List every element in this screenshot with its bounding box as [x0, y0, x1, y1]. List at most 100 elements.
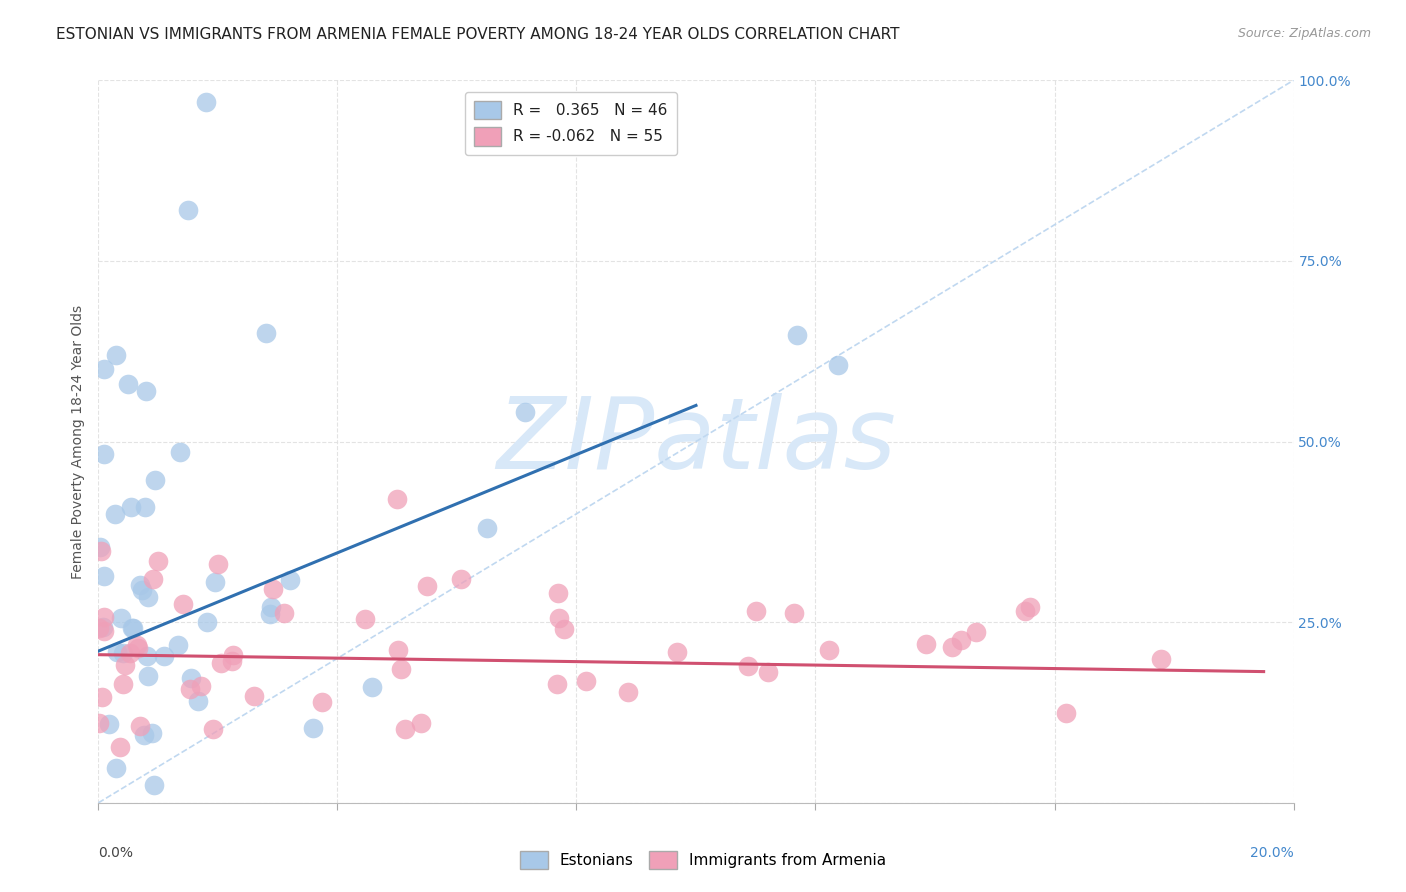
- Point: [131, 582, 153, 597]
- Point: [179, 682, 201, 697]
- Point: [89, 540, 111, 554]
- Point: [416, 579, 439, 593]
- Point: [1054, 706, 1077, 720]
- Point: [117, 376, 139, 391]
- Point: [93, 362, 115, 376]
- Point: [1150, 652, 1173, 666]
- Point: [195, 615, 218, 629]
- Point: [142, 778, 165, 792]
- Point: [121, 621, 143, 635]
- Point: [104, 508, 127, 522]
- Point: [153, 648, 176, 663]
- Point: [180, 672, 202, 686]
- Point: [783, 606, 806, 620]
- Point: [127, 641, 149, 656]
- Point: [148, 554, 170, 568]
- Point: [91, 620, 114, 634]
- Point: [111, 646, 134, 660]
- Point: [361, 680, 384, 694]
- Point: [97, 717, 120, 731]
- Y-axis label: Female Poverty Among 18-24 Year Olds: Female Poverty Among 18-24 Year Olds: [70, 304, 84, 579]
- Point: [260, 600, 283, 615]
- Point: [547, 586, 569, 600]
- Point: [114, 658, 136, 673]
- Point: [786, 328, 808, 343]
- Point: [105, 645, 128, 659]
- Point: [90, 544, 112, 558]
- Point: [202, 723, 225, 737]
- Point: [142, 573, 165, 587]
- Point: [273, 606, 295, 620]
- Point: [211, 657, 233, 671]
- Point: [190, 679, 212, 693]
- Point: [89, 621, 111, 635]
- Point: [243, 689, 266, 703]
- Point: [129, 719, 152, 733]
- Point: [135, 384, 157, 398]
- Point: [389, 663, 412, 677]
- Point: [120, 500, 142, 515]
- Point: [136, 669, 159, 683]
- Legend: R =   0.365   N = 46, R = -0.062   N = 55: R = 0.365 N = 46, R = -0.062 N = 55: [464, 92, 678, 155]
- Text: ZIPatlas: ZIPatlas: [496, 393, 896, 490]
- Point: [221, 654, 243, 668]
- Point: [93, 569, 115, 583]
- Point: [90, 690, 112, 704]
- Point: [110, 611, 132, 625]
- Point: [1018, 600, 1040, 615]
- Point: [259, 607, 281, 621]
- Point: [121, 621, 143, 635]
- Point: [128, 578, 150, 592]
- Point: [254, 326, 277, 340]
- Point: [311, 695, 333, 709]
- Point: [262, 582, 284, 596]
- Text: 0.0%: 0.0%: [98, 847, 134, 860]
- Point: [136, 591, 159, 605]
- Point: [172, 597, 194, 611]
- Point: [1014, 604, 1036, 618]
- Point: [204, 575, 226, 590]
- Point: [409, 716, 432, 731]
- Point: [132, 728, 155, 742]
- Point: [120, 646, 142, 660]
- Point: [965, 624, 987, 639]
- Point: [93, 624, 115, 638]
- Point: [546, 676, 568, 690]
- Text: Source: ZipAtlas.com: Source: ZipAtlas.com: [1237, 27, 1371, 40]
- Point: [385, 492, 409, 507]
- Point: [575, 673, 598, 688]
- Point: [450, 572, 472, 586]
- Point: [141, 725, 163, 739]
- Point: [827, 359, 849, 373]
- Point: [207, 558, 229, 572]
- Point: [387, 643, 409, 657]
- Point: [394, 722, 416, 736]
- Text: ESTONIAN VS IMMIGRANTS FROM ARMENIA FEMALE POVERTY AMONG 18-24 YEAR OLDS CORRELA: ESTONIAN VS IMMIGRANTS FROM ARMENIA FEMA…: [56, 27, 900, 42]
- Point: [280, 574, 302, 588]
- Text: 20.0%: 20.0%: [1250, 847, 1294, 860]
- Point: [547, 611, 569, 625]
- Point: [177, 203, 200, 218]
- Point: [135, 648, 157, 663]
- Point: [145, 473, 167, 487]
- Point: [513, 405, 536, 419]
- Point: [104, 761, 127, 775]
- Point: [125, 638, 148, 652]
- Point: [111, 676, 134, 690]
- Point: [941, 640, 963, 654]
- Legend: Estonians, Immigrants from Armenia: Estonians, Immigrants from Armenia: [515, 845, 891, 875]
- Point: [354, 612, 377, 626]
- Point: [89, 715, 111, 730]
- Point: [666, 645, 689, 659]
- Point: [302, 721, 325, 735]
- Point: [553, 623, 575, 637]
- Point: [105, 348, 128, 362]
- Point: [93, 609, 115, 624]
- Point: [617, 685, 640, 699]
- Point: [914, 637, 936, 651]
- Point: [756, 665, 779, 679]
- Point: [949, 632, 972, 647]
- Point: [93, 447, 115, 461]
- Point: [169, 444, 191, 458]
- Point: [195, 95, 218, 109]
